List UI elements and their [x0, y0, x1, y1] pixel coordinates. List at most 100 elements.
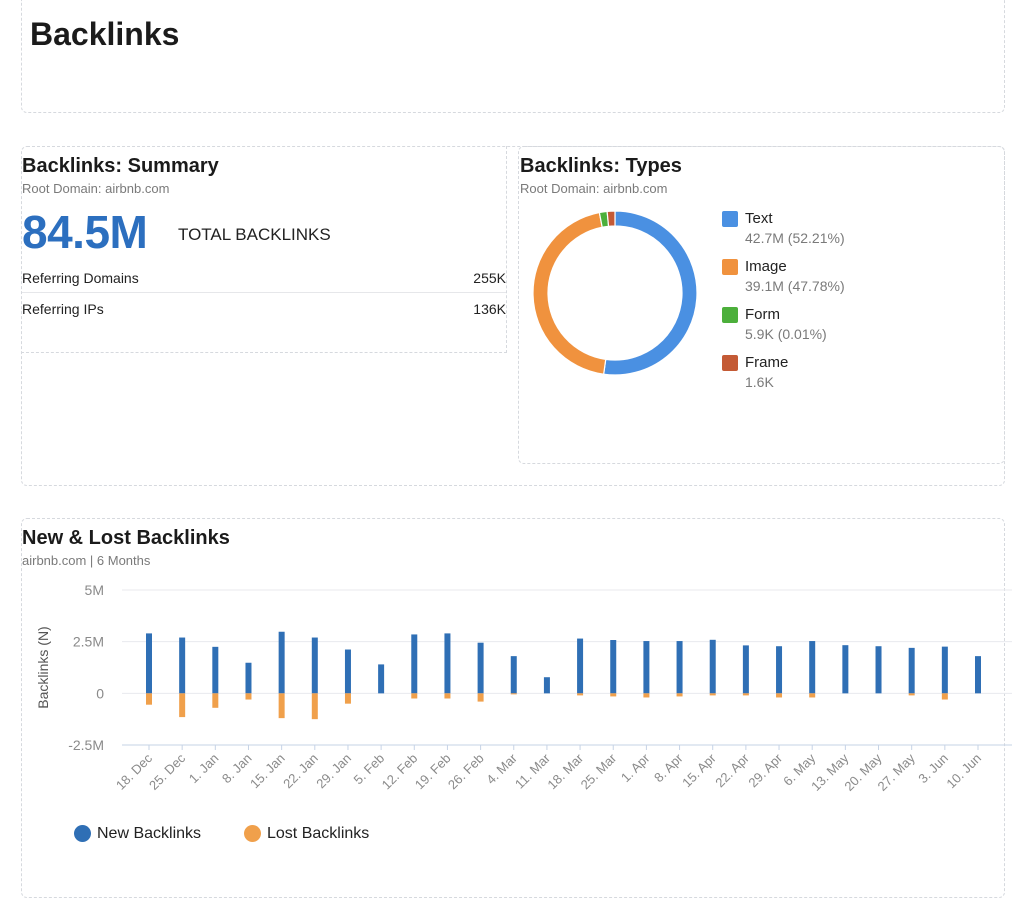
bar-new-backlinks[interactable]	[908, 647, 915, 694]
bar-lost-backlinks[interactable]	[676, 693, 683, 697]
bar-new-backlinks[interactable]	[941, 646, 948, 694]
bar-new-backlinks[interactable]	[311, 637, 318, 694]
summary-card	[21, 146, 507, 353]
bar-lost-backlinks[interactable]	[444, 693, 451, 699]
donut-slice-frame[interactable]	[606, 210, 616, 227]
image-label: Image	[745, 258, 787, 275]
bar-lost-backlinks[interactable]	[179, 693, 186, 718]
form-swatch	[722, 307, 738, 323]
bar-new-backlinks[interactable]	[842, 645, 849, 694]
image-swatch	[722, 259, 738, 275]
y-tick-label: 5M	[85, 582, 104, 598]
bar-lost-backlinks[interactable]	[742, 693, 749, 696]
text-value: 42.7M (52.21%)	[745, 230, 845, 246]
bar-new-backlinks[interactable]	[742, 645, 749, 694]
new-lost-subtitle: airbnb.com | 6 Months	[22, 553, 151, 568]
frame-label: Frame	[745, 354, 789, 371]
bar-new-backlinks[interactable]	[212, 646, 219, 694]
bar-new-backlinks[interactable]	[477, 642, 484, 694]
bar-lost-backlinks[interactable]	[709, 693, 716, 696]
referring-domains-row: Referring Domains 255K	[22, 270, 506, 286]
x-tick-label: 25. Dec	[146, 750, 189, 793]
lost-backlinks-dot	[244, 825, 261, 842]
x-tick-label: 12. Feb	[379, 751, 421, 793]
referring-domains-value: 255K	[473, 270, 506, 286]
bar-new-backlinks[interactable]	[378, 664, 385, 694]
image-value: 39.1M (47.78%)	[745, 278, 845, 294]
bar-lost-backlinks[interactable]	[908, 693, 915, 696]
bar-new-backlinks[interactable]	[510, 656, 517, 694]
bar-lost-backlinks[interactable]	[311, 693, 318, 720]
bar-new-backlinks[interactable]	[179, 637, 186, 694]
x-tick-label: 22. Jan	[280, 751, 321, 792]
frame-swatch	[722, 355, 738, 371]
new-lost-title: New & Lost Backlinks	[22, 527, 230, 549]
donut-slice-text[interactable]	[602, 210, 698, 376]
bar-lost-backlinks[interactable]	[510, 693, 517, 695]
bar-lost-backlinks[interactable]	[411, 693, 418, 699]
bar-lost-backlinks[interactable]	[776, 693, 783, 698]
x-tick-label: 1. Apr	[618, 750, 653, 785]
bar-new-backlinks[interactable]	[809, 641, 816, 694]
bar-lost-backlinks[interactable]	[643, 693, 650, 698]
page-header: Backlinks	[21, 0, 1005, 113]
x-tick-label: 29. Jan	[313, 751, 354, 792]
text-swatch	[722, 211, 738, 227]
x-tick-label: 15. Jan	[247, 751, 288, 792]
bar-lost-backlinks[interactable]	[941, 693, 948, 700]
summary-divider	[22, 292, 506, 293]
bar-new-backlinks[interactable]	[709, 639, 716, 694]
bar-new-backlinks[interactable]	[610, 640, 617, 694]
y-axis-label: Backlinks (N)	[35, 626, 51, 708]
bar-new-backlinks[interactable]	[875, 646, 882, 694]
bar-lost-backlinks[interactable]	[577, 693, 584, 696]
lost-backlinks-label: Lost Backlinks	[267, 825, 370, 842]
bar-lost-backlinks[interactable]	[344, 693, 351, 704]
bar-lost-backlinks[interactable]	[146, 693, 152, 705]
x-tick-label: 10. Jun	[943, 751, 984, 792]
summary-title: Backlinks: Summary	[22, 155, 219, 177]
y-tick-label: -2.5M	[68, 737, 104, 753]
form-label: Form	[745, 306, 780, 323]
referring-domains-label: Referring Domains	[22, 270, 139, 286]
x-tick-label: 1. Jan	[186, 751, 222, 787]
total-backlinks-label: TOTAL BACKLINKS	[178, 225, 331, 244]
bar-new-backlinks[interactable]	[975, 656, 981, 694]
bar-lost-backlinks[interactable]	[809, 693, 816, 698]
x-tick-label: 15. Apr	[679, 750, 719, 790]
form-value: 5.9K (0.01%)	[745, 326, 827, 342]
bar-new-backlinks[interactable]	[245, 662, 252, 694]
types-donut-chart	[532, 210, 698, 376]
referring-ips-row: Referring IPs 136K	[22, 301, 506, 317]
bar-new-backlinks[interactable]	[444, 633, 451, 694]
bar-new-backlinks[interactable]	[411, 634, 418, 694]
bar-new-backlinks[interactable]	[676, 641, 683, 694]
x-tick-label: 19. Feb	[412, 751, 454, 793]
bar-new-backlinks[interactable]	[543, 677, 550, 694]
bar-lost-backlinks[interactable]	[212, 693, 219, 708]
types-card	[518, 146, 1005, 464]
bar-lost-backlinks[interactable]	[245, 693, 252, 700]
y-tick-label: 0	[96, 685, 104, 701]
x-tick-label: 18. Mar	[544, 750, 586, 792]
x-tick-label: 29. Apr	[745, 750, 785, 790]
referring-ips-value: 136K	[473, 301, 506, 317]
summary-root-domain: Root Domain: airbnb.com	[22, 181, 170, 196]
types-title: Backlinks: Types	[520, 155, 682, 177]
x-tick-label: 27. May	[874, 750, 918, 794]
donut-slice-image[interactable]	[532, 211, 607, 375]
y-tick-label: 2.5M	[73, 634, 104, 650]
bar-new-backlinks[interactable]	[643, 641, 650, 694]
x-tick-label: 22. Apr	[712, 750, 752, 790]
bar-new-backlinks[interactable]	[344, 649, 351, 694]
text-label: Text	[745, 210, 773, 227]
bar-new-backlinks[interactable]	[146, 633, 152, 694]
bar-new-backlinks[interactable]	[776, 646, 783, 694]
bar-new-backlinks[interactable]	[577, 638, 584, 694]
bar-lost-backlinks[interactable]	[610, 693, 617, 697]
bar-lost-backlinks[interactable]	[477, 693, 484, 702]
bar-new-backlinks[interactable]	[278, 631, 285, 694]
types-root-domain: Root Domain: airbnb.com	[520, 181, 668, 196]
x-tick-label: 25. Mar	[578, 750, 620, 792]
bar-lost-backlinks[interactable]	[278, 693, 285, 719]
